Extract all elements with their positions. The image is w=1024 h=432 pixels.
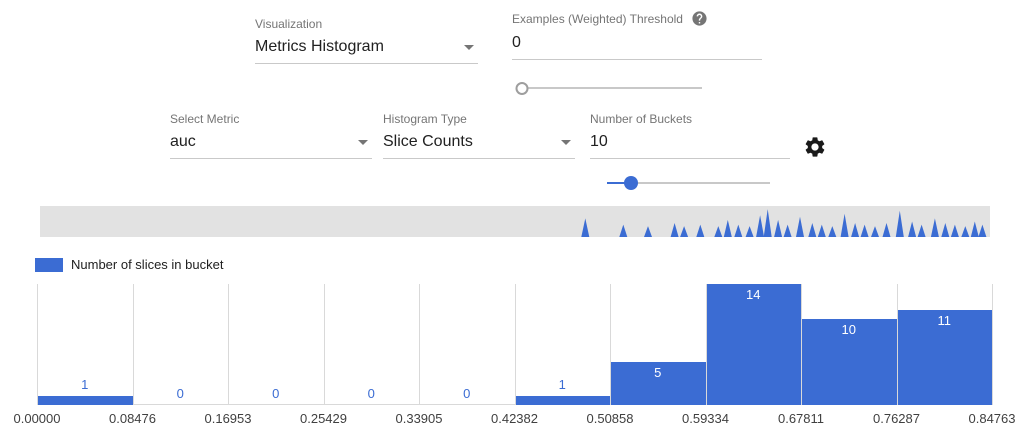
- bar-value-label: 1: [558, 377, 566, 393]
- histogram-plot: 1 0 0 0 0 1 5 14 10 11: [37, 284, 993, 405]
- x-tick-label: 0.33905: [395, 411, 443, 426]
- threshold-slider-knob[interactable]: [515, 82, 529, 95]
- legend: Number of slices in bucket: [35, 257, 223, 272]
- x-tick-label: 0.42382: [491, 411, 538, 426]
- gridline: [610, 284, 611, 405]
- select-metric-dropdown[interactable]: auc: [170, 133, 372, 159]
- histogram-type-field: Histogram Type Slice Counts: [383, 112, 575, 159]
- gridline: [419, 284, 420, 405]
- num-buckets-input-wrap: [590, 133, 790, 159]
- bar-value-label: 10: [841, 321, 856, 337]
- threshold-label: Examples (Weighted) Threshold: [512, 11, 683, 26]
- num-buckets-slider-knob[interactable]: [624, 176, 639, 190]
- bar-value-label: 0: [176, 386, 184, 401]
- x-tick-label: 0.25429: [300, 411, 347, 426]
- x-tick-label: 0.16953: [204, 411, 252, 426]
- num-buckets-slider-fill: [607, 182, 632, 184]
- bar-value-label: 5: [654, 364, 662, 380]
- chevron-down-icon: [561, 139, 571, 145]
- num-buckets-slider[interactable]: [607, 176, 770, 190]
- visualization-value: Metrics Histogram: [255, 38, 384, 55]
- threshold-field: Examples (Weighted) Threshold: [512, 10, 762, 60]
- num-buckets-label: Number of Buckets: [590, 112, 693, 126]
- histogram-type-dropdown[interactable]: Slice Counts: [383, 133, 575, 159]
- x-tick-label: 0.59334: [682, 411, 729, 426]
- x-tick-label: 0.67811: [777, 411, 825, 426]
- gridline: [992, 284, 993, 405]
- gridline: [896, 284, 898, 405]
- threshold-input-wrap: [512, 34, 762, 60]
- visualization-label: Visualization: [255, 17, 323, 31]
- threshold-slider-track[interactable]: [522, 87, 702, 89]
- histogram-type-label: Histogram Type: [383, 112, 467, 126]
- x-tick-label: 0.00000: [13, 411, 61, 426]
- num-buckets-field: Number of Buckets: [590, 112, 790, 159]
- select-metric-value: auc: [170, 133, 196, 150]
- threshold-input[interactable]: [512, 34, 762, 52]
- select-metric-label: Select Metric: [170, 112, 240, 126]
- bar-value-label: 11: [937, 312, 952, 328]
- distribution-spikes: [581, 209, 987, 237]
- visualization-dropdown[interactable]: Metrics Histogram: [255, 38, 478, 64]
- bar-value-label: 0: [463, 386, 471, 401]
- bar-value-label: 0: [367, 386, 375, 401]
- gridline: [228, 284, 229, 405]
- x-tick-label: 0.84763: [968, 411, 1016, 426]
- histogram-bar[interactable]: [515, 396, 610, 405]
- legend-swatch: [35, 257, 63, 272]
- histogram-bar[interactable]: [706, 284, 801, 405]
- chevron-down-icon: [358, 139, 368, 145]
- x-axis: 0.00000 0.08476 0.16953 0.25429 0.33905 0.423…: [14, 411, 1016, 429]
- overview-strip[interactable]: [40, 206, 990, 237]
- histogram-bar[interactable]: [38, 396, 133, 405]
- gridline: [705, 284, 707, 405]
- gear-icon[interactable]: [803, 135, 827, 159]
- chevron-down-icon: [464, 44, 474, 50]
- threshold-slider[interactable]: [515, 81, 702, 95]
- help-icon[interactable]: [691, 10, 708, 27]
- histogram-bar[interactable]: [897, 309, 992, 405]
- x-tick-label: 0.76287: [873, 411, 920, 426]
- bar-value-label: 1: [81, 377, 89, 393]
- gridline: [514, 284, 516, 405]
- legend-label: Number of slices in bucket: [71, 257, 224, 272]
- num-buckets-slider-track[interactable]: [607, 182, 770, 184]
- histogram-bar[interactable]: [611, 361, 706, 405]
- select-metric-field: Select Metric auc: [170, 112, 372, 159]
- x-tick-label: 0.08476: [109, 411, 156, 426]
- num-buckets-input[interactable]: [590, 133, 790, 151]
- gridline: [801, 284, 802, 405]
- visualization-field: Visualization Metrics Histogram: [255, 17, 478, 64]
- gridline: [37, 284, 38, 405]
- histogram-type-value: Slice Counts: [383, 133, 473, 150]
- x-tick-label: 0.50858: [586, 411, 634, 426]
- gridline: [323, 284, 325, 405]
- gridline: [132, 284, 134, 405]
- histogram-bar[interactable]: [802, 318, 897, 405]
- bar-value-label: 0: [272, 386, 280, 401]
- bar-value-label: 14: [746, 287, 761, 302]
